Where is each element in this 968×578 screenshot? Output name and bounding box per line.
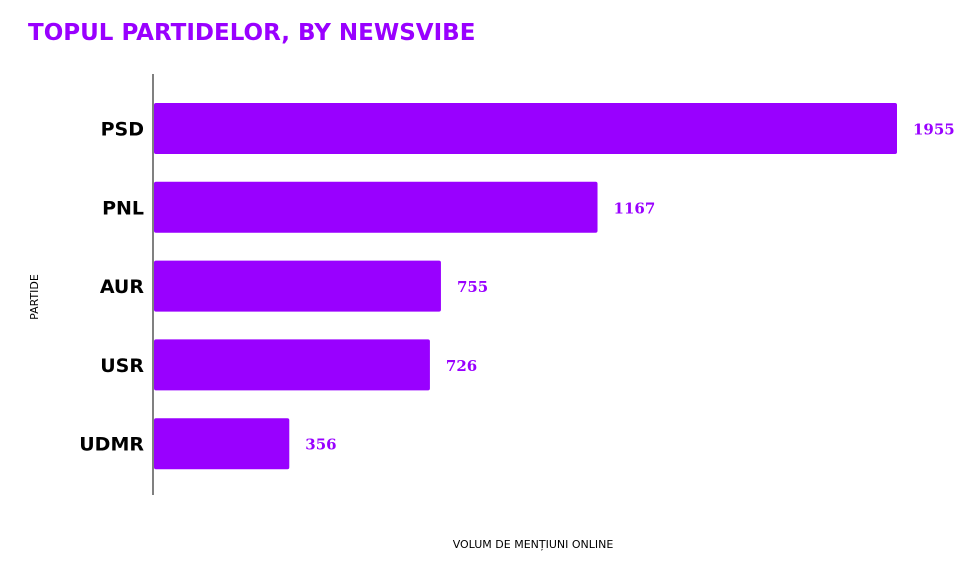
bar-aur	[154, 260, 441, 312]
category-label-pnl: PNL	[102, 197, 144, 219]
y-axis-title: PARTIDE	[28, 274, 41, 320]
category-label-psd: PSD	[101, 119, 144, 141]
bars-group	[154, 103, 897, 470]
bar-udmr	[154, 418, 290, 470]
category-label-usr: USR	[100, 355, 144, 377]
x-axis-title: VOLUM DE MENȚIUNI ONLINE	[453, 538, 614, 551]
value-label-usr: 726	[446, 357, 477, 375]
category-label-aur: AUR	[100, 276, 145, 298]
bar-pnl	[154, 181, 598, 233]
chart-title: TOPUL PARTIDELOR, BY NEWSVIBE	[28, 20, 476, 46]
bar-usr	[154, 339, 430, 391]
value-label-udmr: 356	[305, 436, 336, 454]
category-label-udmr: UDMR	[79, 434, 144, 456]
value-labels-group: 1955 1167 755 726 356	[305, 121, 954, 454]
value-label-aur: 755	[457, 278, 488, 296]
bar-psd	[154, 103, 897, 154]
category-labels-group: PSD PNL AUR USR UDMR	[79, 119, 144, 456]
value-label-pnl: 1167	[614, 199, 656, 217]
value-label-psd: 1955	[913, 121, 955, 139]
